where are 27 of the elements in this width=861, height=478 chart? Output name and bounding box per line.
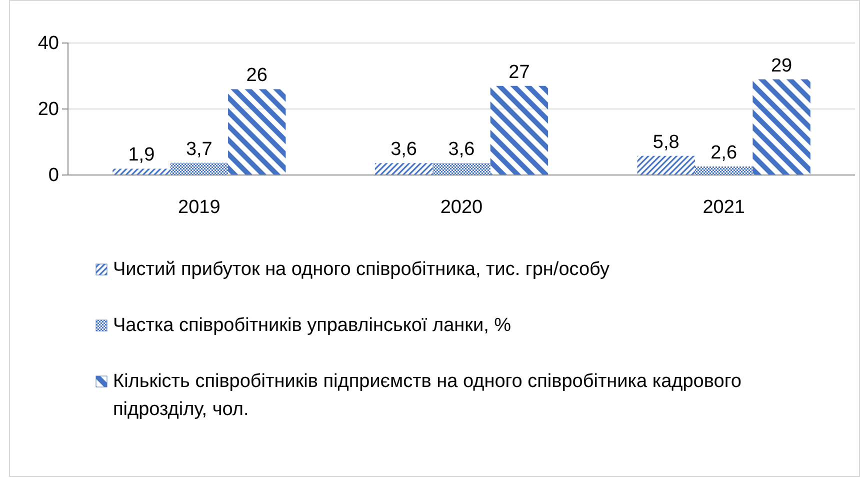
x-tick-label: 2021: [702, 197, 745, 218]
x-tick-label: 2020: [440, 197, 483, 218]
data-label: 3,7: [186, 138, 212, 160]
data-label: 1,9: [128, 144, 155, 166]
data-label: 27: [508, 62, 530, 83]
data-label: 5,8: [652, 132, 680, 153]
legend-label: Частка співробітників управлінської ланки, %: [113, 315, 512, 336]
bar: [170, 162, 228, 175]
bar: [490, 86, 548, 175]
y-tick-label: 40: [38, 33, 59, 54]
y-tick-label: 20: [38, 99, 59, 120]
data-label: 3,6: [448, 139, 475, 160]
bar: [432, 163, 490, 175]
legend-label: Кількість співробітників підприємств на одного співробітника кадрового підрозділу, чол.: [113, 371, 742, 420]
bar: [752, 79, 810, 175]
data-label: 26: [246, 65, 268, 86]
y-tick-label: 0: [48, 165, 59, 186]
data-label: 29: [770, 55, 792, 76]
bar: [112, 168, 170, 175]
bar: [374, 163, 433, 175]
legend-label: Чистий прибуток на одного співробітника, тис. грн/особу: [113, 259, 610, 280]
bar: [637, 156, 695, 175]
bar: [228, 89, 286, 175]
data-label: 3,6: [390, 139, 417, 160]
bar: [694, 166, 753, 175]
x-tick-label: 2019: [178, 197, 220, 218]
data-label: 2,6: [710, 142, 738, 164]
